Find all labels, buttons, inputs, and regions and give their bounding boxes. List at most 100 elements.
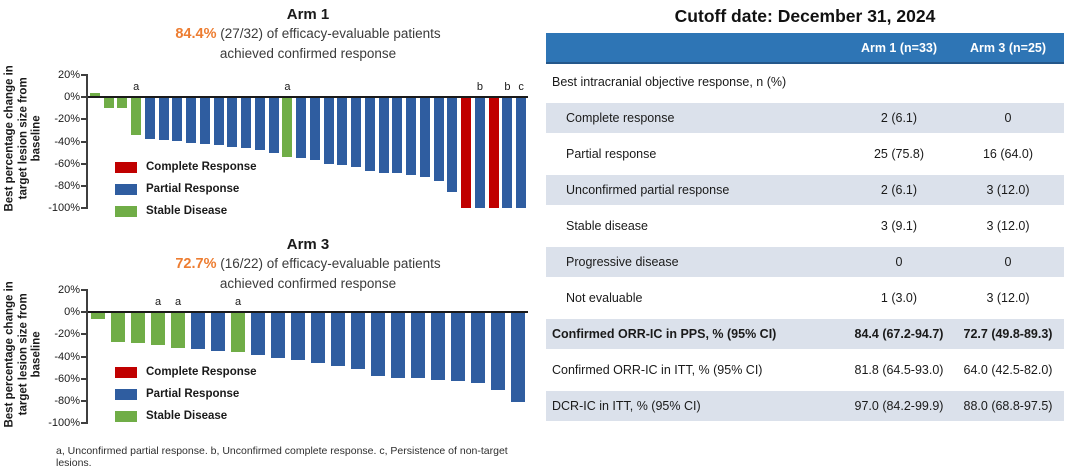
bar-annotation: a <box>234 296 242 309</box>
waterfall-bar <box>470 312 486 384</box>
waterfall-bar <box>378 97 389 173</box>
waterfall-bar <box>250 312 266 356</box>
waterfall-bar <box>199 97 210 144</box>
y-tick-label: -80% <box>54 394 80 407</box>
header-arm1: Arm 1 (n=33) <box>860 40 938 55</box>
red-legend-swatch <box>115 366 137 378</box>
table-row: Confirmed ORR-IC in PPS, % (95% CI) 84.4 … <box>546 316 1064 352</box>
waterfall-bar <box>323 97 334 164</box>
table-row: Complete response 2 (6.1) 0 <box>546 100 1064 136</box>
y-tick-mark <box>81 118 88 121</box>
waterfall-bar <box>144 97 155 140</box>
waterfall-bar <box>351 97 362 167</box>
table-body: Complete response 2 (6.1) 0 Partial respons… <box>546 100 1064 424</box>
y-tick-mark <box>81 162 88 165</box>
legend-item: Stable Disease <box>115 405 257 427</box>
arm1-value: 3 (9.1) <box>880 219 918 233</box>
y-tick-mark <box>81 289 88 291</box>
arm3-waterfall-plot: 20% 0% -20% -40% -60% -80% -100% a a a <box>48 284 528 429</box>
row-label: DCR-IC in ITT, % (95% CI) <box>552 399 701 413</box>
arm1-value: 2 (6.1) <box>880 111 918 125</box>
arm1-waterfall-plot: 20% 0% -20% -40% -60% -80% -100% a a b b c <box>48 69 528 214</box>
y-tick-mark <box>81 311 88 314</box>
waterfall-bar <box>227 97 238 148</box>
waterfall-bar <box>230 312 246 353</box>
bar-annotation: a <box>133 81 140 94</box>
green-legend-swatch <box>115 410 137 422</box>
arm3-value: 64.0 (42.5-82.0) <box>963 363 1053 377</box>
waterfall-bar <box>131 97 142 135</box>
y-tick-label: -60% <box>54 157 80 170</box>
waterfall-bar <box>330 312 346 367</box>
row-label: Not evaluable <box>566 291 643 305</box>
waterfall-bar <box>150 312 166 346</box>
waterfall-bar <box>461 97 472 208</box>
bar-annotation: b <box>504 81 511 94</box>
y-tick-label: -100% <box>48 202 80 214</box>
arm1-value: 1 (3.0) <box>880 291 918 305</box>
waterfall-bar <box>350 312 366 369</box>
bar-annotation: a <box>284 81 291 94</box>
summary-table-panel: Cutoff date: December 31, 2024 Arm 1 (n=… <box>540 0 1080 464</box>
table-row: Not evaluable 1 (3.0) 3 (12.0) <box>546 280 1064 316</box>
arm3-legend: Complete Response Partial Response Stable … <box>115 361 257 427</box>
y-tick-mark <box>81 140 88 143</box>
legend-label: Partial Response <box>146 388 240 400</box>
arm3-value: 3 (12.0) <box>986 183 1030 197</box>
row-label: Stable disease <box>566 219 649 233</box>
legend-item: Stable Disease <box>115 200 257 222</box>
arm3-chart-subtitle: 72.7% (16/22) of efficacy-evaluable pati… <box>28 255 588 293</box>
legend-label: Stable Disease <box>146 205 228 217</box>
y-tick-label: -20% <box>54 328 80 341</box>
blue-legend-swatch <box>115 388 137 400</box>
y-tick-label: -60% <box>54 372 80 385</box>
waterfall-bar <box>172 97 183 142</box>
y-tick-mark <box>81 207 88 209</box>
waterfall-bar <box>430 312 446 380</box>
y-tick-label: -40% <box>54 135 80 148</box>
waterfall-bar <box>450 312 466 381</box>
zero-baseline <box>88 311 528 314</box>
legend-label: Partial Response <box>146 183 240 195</box>
arm3-subtitle-text-line2: achieved confirmed response <box>219 275 397 291</box>
legend-label: Complete Response <box>146 366 257 378</box>
waterfall-bar <box>433 97 444 182</box>
row-label: Unconfirmed partial response <box>566 183 730 197</box>
table-row: Confirmed ORR-IC in ITT, % (95% CI) 81.8 … <box>546 352 1064 388</box>
waterfall-bar <box>254 97 265 151</box>
waterfall-bar <box>510 312 526 402</box>
y-tick-mark <box>81 422 88 424</box>
waterfall-bar <box>337 97 348 165</box>
waterfall-bar <box>268 97 279 153</box>
section-label: Best intracranial objective response, n … <box>552 75 787 89</box>
waterfall-bar <box>419 97 430 177</box>
y-tick-mark <box>81 399 88 402</box>
waterfall-bar <box>490 312 506 390</box>
table-row: Unconfirmed partial response 2 (6.1) 3 (12… <box>546 172 1064 208</box>
arm1-value: 2 (6.1) <box>880 183 918 197</box>
arm1-value: 0 <box>895 255 903 269</box>
waterfall-bar <box>117 97 128 109</box>
row-label: Progressive disease <box>566 255 679 269</box>
blue-legend-swatch <box>115 183 137 195</box>
arm3-subtitle-text: (16/22) of efficacy-evaluable patients <box>220 256 441 271</box>
zero-baseline <box>88 96 528 99</box>
waterfall-bar <box>89 92 100 98</box>
y-tick-mark <box>81 355 88 358</box>
legend-item: Complete Response <box>115 156 257 178</box>
cutoff-date-title: Cutoff date: December 31, 2024 <box>674 6 936 26</box>
arm1-subtitle-text-line2: achieved confirmed response <box>219 45 397 61</box>
y-tick-label: 20% <box>57 69 80 81</box>
green-legend-swatch <box>115 205 137 217</box>
row-label: Partial response <box>566 147 657 161</box>
arm3-value: 0 <box>1004 111 1012 125</box>
waterfall-bar <box>103 97 114 109</box>
waterfall-bar <box>502 97 513 208</box>
y-tick-label: -100% <box>48 417 80 429</box>
y-tick-label: 0% <box>64 306 80 319</box>
waterfall-bar <box>170 312 186 348</box>
table-header-row: Arm 1 (n=33) Arm 3 (n=25) <box>546 33 1064 64</box>
waterfall-bar <box>190 312 206 349</box>
header-arm3: Arm 3 (n=25) <box>969 40 1047 55</box>
arm3-response-rate: 72.7% <box>175 256 217 272</box>
